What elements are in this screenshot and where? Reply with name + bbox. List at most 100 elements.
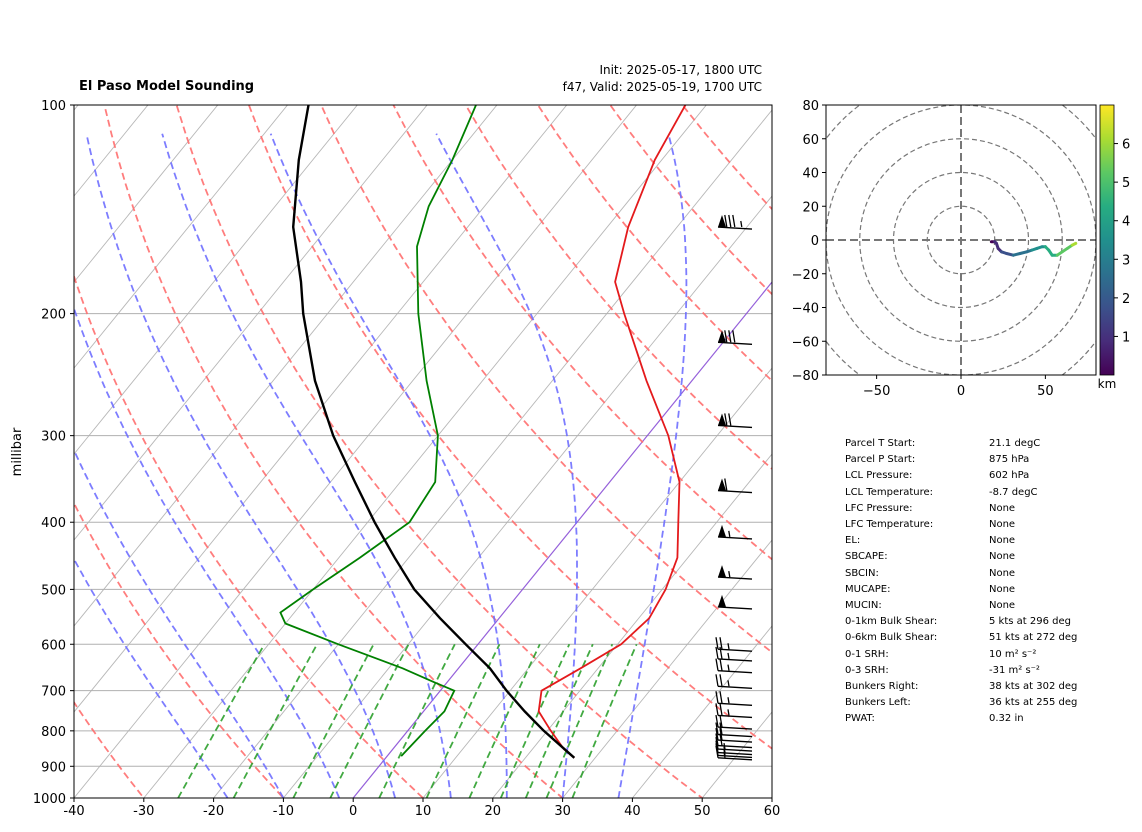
- stat-row: MUCIN: None: [845, 598, 1077, 614]
- barb-staff: [717, 685, 753, 690]
- hodo-x-tick-label: 50: [1037, 384, 1054, 399]
- barb-flag: [718, 594, 726, 607]
- stat-label: SBCAPE:: [845, 551, 888, 563]
- stat-label: LCL Pressure:: [845, 470, 913, 482]
- mixing-ratio-line: [499, 643, 571, 798]
- x-tick-label: 0: [349, 804, 357, 819]
- stat-row: 0-1 SRH: 10 m² s⁻²: [845, 647, 1077, 663]
- barb-half-feather: [740, 220, 743, 228]
- y-tick-label: 600: [41, 638, 66, 653]
- stat-row: 0-3 SRH: -31 m² s⁻²: [845, 663, 1077, 679]
- moist-adiabat: [74, 305, 341, 798]
- mixing-ratio-line: [232, 643, 318, 798]
- mixing-ratio-line: [292, 643, 375, 798]
- barb-staff: [717, 733, 753, 738]
- barb-feather: [732, 330, 736, 343]
- dry-adiabat: [536, 105, 772, 382]
- moist-adiabat: [74, 557, 229, 798]
- barb-staff: [717, 226, 753, 230]
- wind-barb: [715, 658, 753, 674]
- y-tick-label: 700: [41, 685, 66, 700]
- isotherm-line: [282, 195, 772, 798]
- moist-adiabat: [161, 133, 452, 798]
- stat-label: MUCAPE:: [845, 583, 891, 595]
- hodo-y-tick-label: 80: [802, 99, 819, 114]
- y-tick-label: 300: [41, 430, 66, 445]
- stat-label: 0-3 SRH:: [845, 664, 889, 676]
- barb-feather: [724, 330, 728, 343]
- stat-label: LFC Temperature:: [845, 519, 934, 531]
- wind-barb: [715, 674, 753, 690]
- hodo-x-tick-label: 0: [957, 384, 965, 399]
- barb-feather: [719, 674, 723, 687]
- mixing-ratio-line: [524, 643, 594, 798]
- barb-staff: [717, 606, 753, 610]
- barb-flag: [718, 524, 726, 537]
- mixing-ratio-line: [571, 643, 638, 798]
- x-tick-label: 10: [415, 804, 432, 819]
- barb-staff: [717, 536, 753, 540]
- barb-feather: [719, 714, 723, 728]
- barb-flag: [718, 413, 726, 426]
- stat-label: LCL Temperature:: [845, 486, 934, 498]
- colorbar-tick-label: 5: [1122, 176, 1130, 191]
- x-tick-label: -40: [63, 804, 84, 819]
- hodo-y-tick-label: −40: [792, 302, 819, 317]
- barb-staff: [717, 726, 753, 730]
- stat-value: 602 hPa: [989, 470, 1030, 482]
- barb-half-feather: [727, 709, 730, 716]
- barb-feather: [728, 214, 732, 228]
- stat-label: Bunkers Right:: [845, 681, 919, 693]
- wind-barb: [715, 637, 753, 652]
- barb-half-feather: [727, 680, 730, 687]
- wind-barb: [715, 714, 753, 730]
- wind-barb: [717, 594, 753, 610]
- colorbar-bar: [1099, 104, 1115, 376]
- stat-label: Parcel P Start:: [845, 454, 916, 466]
- dry-adiabat: [74, 273, 425, 798]
- barb-half-feather: [727, 652, 730, 660]
- barb-feather: [715, 691, 719, 704]
- wind-barb: [715, 722, 753, 738]
- stat-value: None: [989, 502, 1016, 514]
- barb-staff: [717, 489, 753, 494]
- isotherm-line: [74, 105, 638, 798]
- run-info: Init: 2025-05-17, 1800 UTC f47, Valid: 2…: [563, 62, 762, 96]
- parcel-line: [291, 105, 576, 759]
- valid-time: f47, Valid: 2025-05-19, 1700 UTC: [562, 80, 762, 94]
- isotherm-line: [631, 625, 772, 798]
- x-tick-label: 30: [554, 804, 571, 819]
- isotherm-line: [74, 105, 568, 713]
- isotherm-line: [492, 453, 772, 798]
- isotherm-line: [562, 539, 772, 798]
- wind-barbs: [715, 214, 753, 761]
- stat-value: None: [989, 583, 1016, 595]
- barb-feather: [715, 637, 719, 650]
- skewt-background-lines: [74, 105, 772, 798]
- hodo-y-tick-label: 60: [802, 133, 819, 148]
- moist-adiabat: [617, 133, 688, 798]
- stat-value: 36 kts at 255 deg: [989, 697, 1078, 709]
- barb-flag: [718, 330, 726, 343]
- stat-value: 0.32 in: [989, 713, 1024, 725]
- stat-label: MUCIN:: [845, 600, 882, 612]
- stat-row: MUCAPE: None: [845, 582, 1077, 598]
- isotherm-line: [213, 109, 772, 798]
- hodograph-trace: [989, 240, 1078, 257]
- colorbar-tick-label: 3: [1122, 253, 1130, 268]
- mixing-ratio-line: [425, 643, 501, 798]
- isotherm-line: [74, 105, 498, 627]
- stat-row: SBCIN: None: [845, 566, 1077, 582]
- stat-label: PWAT:: [845, 713, 875, 725]
- hodograph-ring: [859, 138, 1063, 342]
- wind-barb: [715, 733, 753, 749]
- barb-staff: [717, 751, 753, 756]
- barb-flag: [718, 478, 726, 491]
- mixing-ratio-line: [177, 643, 266, 798]
- barb-feather: [719, 722, 723, 735]
- barb-half-feather: [727, 697, 730, 704]
- isotherm-line: [352, 281, 772, 798]
- stat-value: 10 m² s⁻²: [989, 648, 1037, 660]
- stat-row: LCL Pressure: 602 hPa: [845, 468, 1077, 484]
- stat-label: LFC Pressure:: [845, 502, 913, 514]
